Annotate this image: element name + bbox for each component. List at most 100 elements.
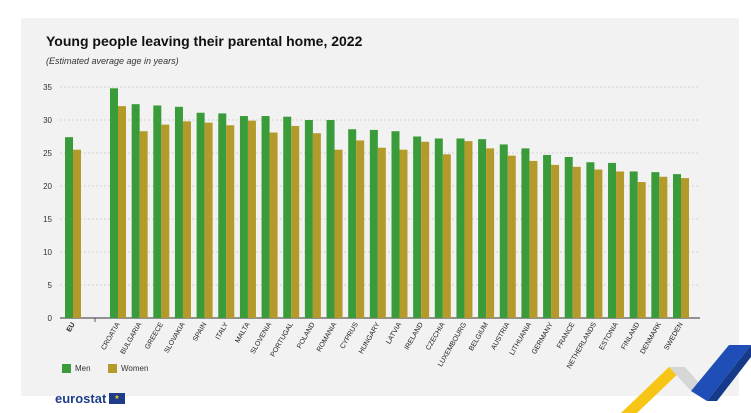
bar-men (261, 116, 270, 318)
bar-women (659, 176, 668, 318)
bar-men (499, 144, 508, 318)
bar-men (543, 154, 552, 318)
bar-men (521, 148, 530, 318)
y-tick-label: 35 (43, 83, 52, 92)
x-tick-label: GREECE (144, 321, 165, 350)
x-tick-label: SLOVAKIA (164, 321, 187, 354)
bar-women (269, 132, 278, 318)
bar-women (161, 124, 170, 319)
bar-men (131, 104, 140, 318)
bar-women (551, 164, 560, 318)
x-tick-label: EU (66, 322, 77, 334)
bar-women (594, 169, 603, 318)
x-tick-label: BULGARIA (120, 321, 144, 355)
x-tick-label: GERMANY (531, 321, 555, 355)
legend-label-men: Men (75, 364, 91, 373)
y-tick-label: 10 (43, 248, 52, 257)
bar-men (673, 174, 681, 318)
x-tick-label: BELGIUM (468, 321, 490, 352)
bar-women (356, 140, 365, 318)
bar-men (456, 138, 465, 318)
bar-women (464, 141, 473, 318)
x-tick-label: CZECHIA (425, 321, 447, 351)
x-tick-label: HUNGARY (358, 321, 382, 355)
bar-men (478, 139, 487, 318)
x-tick-label: ROMANIA (316, 321, 339, 353)
bar-women (334, 149, 343, 318)
bar-women (399, 149, 408, 318)
bar-men (110, 88, 118, 318)
decorative-chevron-icon (621, 345, 751, 413)
y-tick-label: 5 (48, 281, 53, 290)
bar-men (564, 156, 573, 318)
bar-women (681, 178, 689, 318)
bar-men (651, 172, 660, 318)
bar-women (616, 171, 625, 318)
legend-swatch-men (62, 364, 71, 373)
bar-women (182, 121, 191, 318)
bar-women (204, 122, 213, 318)
bar-men (218, 113, 227, 319)
x-tick-label: CYPRUS (339, 321, 360, 350)
legend-label-women: Women (121, 364, 149, 373)
logo-text: eurostat (55, 391, 107, 406)
x-tick-label: FRANCE (556, 321, 577, 350)
legend-item-women: Women (108, 364, 148, 373)
bar-women (118, 106, 126, 318)
x-tick-label: IRELAND (404, 322, 425, 352)
x-tick-label: MALTA (234, 321, 251, 344)
bar-women (529, 160, 538, 318)
y-tick-label: 0 (48, 314, 53, 323)
bar-men (153, 105, 162, 318)
bar-women (377, 147, 386, 318)
eurostat-logo: eurostat (55, 391, 126, 406)
x-tick-label: CROATIA (100, 321, 122, 351)
chart-subtitle: (Estimated average age in years) (46, 56, 179, 66)
bar-women (139, 131, 148, 318)
legend-swatch-women (108, 364, 117, 373)
bar-women (572, 166, 581, 318)
bar-women (226, 125, 235, 318)
bar-men (304, 120, 313, 318)
bar-men (174, 106, 183, 318)
bar-men (629, 171, 638, 318)
eu-flag-icon (109, 393, 126, 404)
x-tick-label: PORTUGAL (270, 321, 295, 358)
chart-title: Young people leaving their parental home… (46, 33, 363, 49)
bar-men (326, 120, 335, 318)
bar-women (637, 182, 646, 318)
bar-women (312, 133, 321, 318)
bar-women (291, 125, 300, 318)
bar-women (421, 141, 430, 318)
bar-women (486, 148, 495, 318)
bar-men (65, 137, 73, 318)
y-tick-label: 20 (43, 182, 52, 191)
bar-men (391, 131, 400, 318)
bar-men (608, 162, 617, 318)
y-tick-label: 25 (43, 149, 52, 158)
legend-item-men: Men (62, 364, 91, 373)
bar-men (239, 116, 248, 318)
bar-men (434, 138, 443, 318)
bar-men (369, 129, 378, 318)
bar-men (348, 129, 357, 318)
bar-women (247, 120, 256, 318)
bar-men (586, 162, 595, 318)
x-tick-label: ITALY (215, 321, 230, 341)
x-tick-label: POLAND (296, 322, 316, 350)
bar-men (413, 136, 422, 318)
bar-men (283, 116, 292, 318)
bar-women (73, 149, 81, 318)
x-tick-label: AUSTRIA (490, 321, 511, 351)
x-tick-label: ESTONIA (598, 321, 620, 351)
y-tick-label: 30 (43, 116, 52, 125)
bar-women (442, 154, 451, 318)
x-tick-label: LATVIA (385, 321, 403, 345)
bar-men (196, 112, 205, 319)
y-tick-label: 15 (43, 215, 52, 224)
bar-women (507, 155, 516, 318)
x-tick-label: SLOVENIA (250, 321, 274, 355)
x-tick-label: SPAIN (192, 322, 208, 343)
x-tick-label: LITHUANIA (509, 321, 534, 356)
